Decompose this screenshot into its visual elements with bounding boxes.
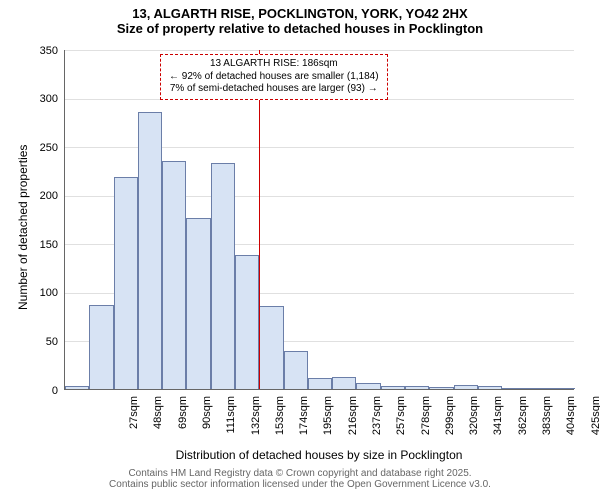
y-tick-label: 100 [22,287,58,299]
histogram-bar [114,177,138,389]
y-tick-label: 0 [22,385,58,397]
x-tick-label: 27sqm [128,396,140,451]
histogram-bar [526,388,550,389]
x-tick-label: 111sqm [225,396,237,451]
x-tick-label: 404sqm [565,396,577,451]
x-tick-label: 257sqm [395,396,407,451]
x-tick-label: 320sqm [468,396,480,451]
x-tick-label: 216sqm [347,396,359,451]
histogram-bar [356,383,380,389]
histogram-bar [284,351,308,389]
histogram-bar [65,386,89,389]
x-tick-label: 153sqm [274,396,286,451]
x-tick-label: 69sqm [177,396,189,451]
histogram-bar [478,386,502,389]
x-tick-label: 195sqm [322,396,334,451]
y-tick-label: 250 [22,142,58,154]
histogram-bar [138,112,162,389]
title-line-1: 13, ALGARTH RISE, POCKLINGTON, YORK, YO4… [0,6,600,21]
copyright-text: Contains HM Land Registry data © Crown c… [0,468,600,490]
x-tick-label: 278sqm [420,396,432,451]
x-tick-label: 237sqm [371,396,383,451]
annotation-box: 13 ALGARTH RISE: 186sqm ← 92% of detache… [160,54,388,100]
copyright-line-2: Contains public sector information licen… [0,479,600,490]
histogram-bar [186,218,210,389]
histogram-bar [235,255,259,389]
histogram-bar [381,386,405,389]
x-tick-label: 132sqm [250,396,262,451]
y-tick-label: 200 [22,190,58,202]
chart-title: 13, ALGARTH RISE, POCKLINGTON, YORK, YO4… [0,0,600,36]
y-axis-label: Number of detached properties [16,145,30,310]
histogram-bar [405,386,429,389]
y-tick-label: 50 [22,336,58,348]
x-tick-label: 174sqm [298,396,310,451]
histogram-bar [162,161,186,389]
x-tick-label: 299sqm [444,396,456,451]
histogram-bar [211,163,235,389]
histogram-bar [502,388,526,389]
x-tick-label: 48sqm [152,396,164,451]
copyright-line-1: Contains HM Land Registry data © Crown c… [0,468,600,479]
annotation-line-2: ← 92% of detached houses are smaller (1,… [169,71,379,84]
plot-area [64,50,574,390]
x-tick-label: 362sqm [517,396,529,451]
annotation-line-1: 13 ALGARTH RISE: 186sqm [169,58,379,71]
gridline [65,50,574,51]
y-tick-label: 150 [22,239,58,251]
histogram-bar [259,306,283,389]
y-tick-label: 350 [22,45,58,57]
title-line-2: Size of property relative to detached ho… [0,21,600,36]
histogram-bar [429,387,453,389]
x-tick-label: 383sqm [541,396,553,451]
annotation-line-3: 7% of semi-detached houses are larger (9… [169,83,379,96]
histogram-bar [454,385,478,389]
histogram-bar [332,377,356,389]
marker-line [259,50,260,389]
histogram-bar [308,378,332,389]
y-tick-label: 300 [22,93,58,105]
x-tick-label: 341sqm [492,396,504,451]
x-tick-label: 425sqm [590,396,600,451]
histogram-bar [551,388,575,389]
x-tick-label: 90sqm [201,396,213,451]
histogram-bar [89,305,113,389]
